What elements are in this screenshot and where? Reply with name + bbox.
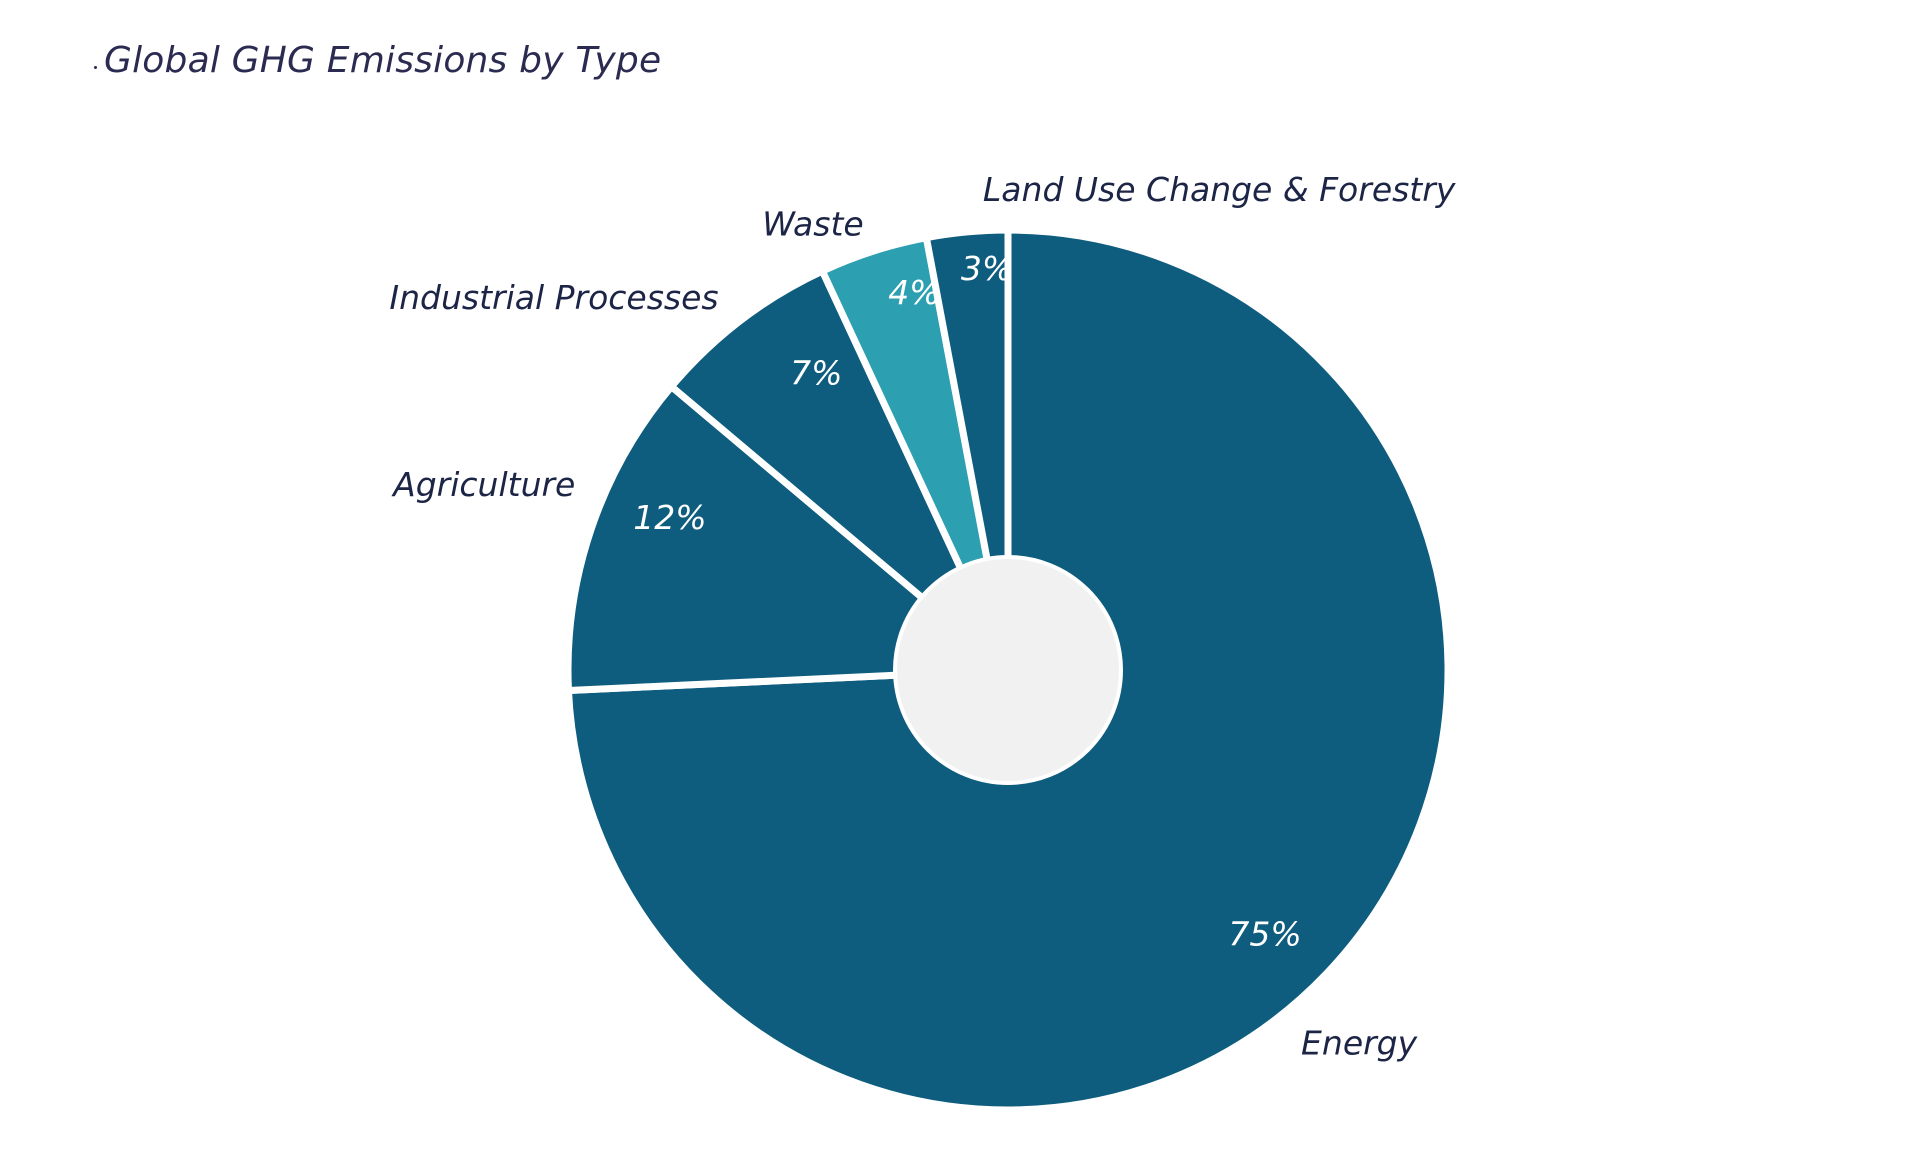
slice-industrial-processes — [667, 267, 1012, 674]
category-label-land-use-change-forestry: Land Use Change & Forestry — [983, 170, 1456, 209]
value-label-waste: 4% — [888, 273, 940, 312]
chart-title: Global GHG Emissions by Type — [104, 40, 662, 81]
category-label-industrial-processes: Industrial Processes — [389, 278, 718, 317]
value-label-energy: 75% — [1228, 915, 1301, 954]
category-label-agriculture: Agriculture — [391, 465, 575, 504]
category-label-waste: Waste — [762, 204, 863, 243]
title-marker-dot — [94, 66, 97, 69]
labels-layer: Energy 75% Agriculture 12% Industrial Proces… — [389, 170, 1455, 1062]
slice-agriculture — [564, 383, 1012, 695]
value-label-land-use-change-forestry: 3% — [961, 249, 1013, 288]
category-label-energy: Energy — [1301, 1024, 1418, 1063]
value-label-industrial-processes: 7% — [790, 353, 842, 392]
donut-hole — [893, 555, 1123, 785]
value-label-agriculture: 12% — [633, 498, 706, 537]
